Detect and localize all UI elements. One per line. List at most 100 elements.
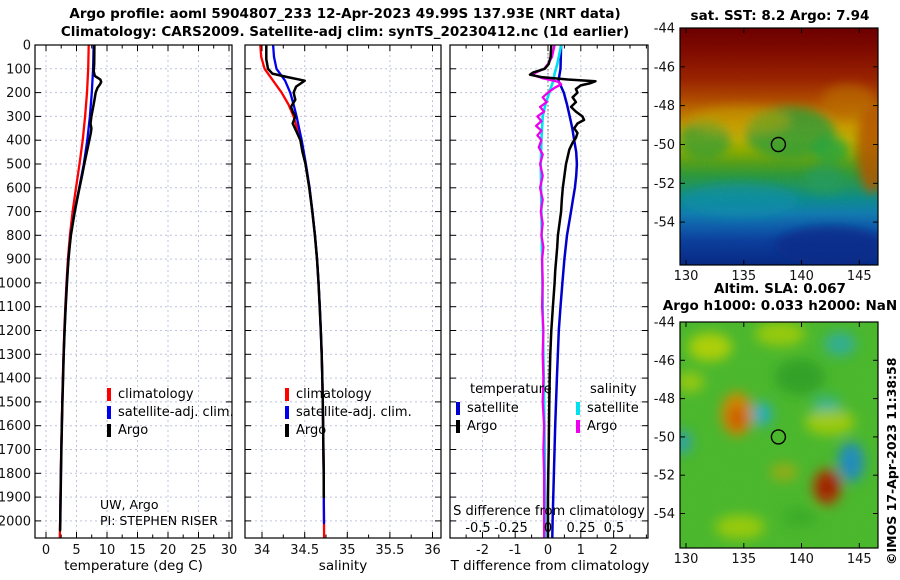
series-s-satellite: [539, 45, 563, 538]
legend-label: Argo: [587, 418, 618, 434]
lon-tick-label: 130: [674, 552, 699, 567]
x-tick-label: 35: [339, 543, 356, 558]
legend-item-t-satellite: satellite: [456, 399, 552, 417]
depth-tick-label: 1200: [0, 324, 31, 339]
series-climatology: [259, 45, 326, 538]
x-tick-label: 20: [160, 543, 177, 558]
x-tick-label: 15: [129, 543, 146, 558]
salinity-legend: climatology satellite-adj. clim. Argo: [285, 385, 412, 439]
lat-tick-label: -50: [654, 138, 675, 153]
depth-tick-label: 1400: [0, 372, 31, 387]
depth-tick-label: 1900: [0, 491, 31, 506]
legend-label: satellite-adj. clim.: [118, 404, 234, 420]
s-argo-line-swatch: [576, 419, 580, 433]
sdiff-tick: 0.5: [603, 521, 625, 536]
series-s-argo: [531, 45, 563, 538]
lat-tick-label: -46: [654, 354, 675, 369]
x-tick-label: 35.5: [375, 543, 404, 558]
depth-tick-label: 400: [6, 134, 31, 149]
legend-item-satadj: satellite-adj. clim.: [107, 403, 234, 421]
sdiff-axis-label: S difference from climatology: [453, 504, 645, 519]
argo-line-swatch: [107, 423, 111, 437]
depth-tick-label: 600: [6, 181, 31, 196]
x-tick-label: 0: [42, 543, 50, 558]
legend-item-t-argo: Argo: [456, 417, 552, 435]
sla-map-colorfield: [680, 322, 878, 548]
s-satellite-line-swatch: [576, 401, 580, 415]
depth-tick-label: 500: [6, 158, 31, 173]
t-satellite-line-swatch: [456, 401, 460, 415]
legend-label: climatology: [118, 386, 194, 402]
diff-curves: [528, 45, 597, 538]
legend-label: climatology: [296, 386, 372, 402]
legend-header-salinity: salinity: [590, 382, 637, 397]
tdiff-legend-salinity: salinity satellite Argo: [576, 382, 639, 435]
imos-copyright: ©IMOS 17-Apr-2023 11:38:58: [884, 357, 899, 565]
lat-tick-label: -48: [654, 99, 675, 114]
depth-tick-label: 1600: [0, 419, 31, 434]
lat-tick-label: -46: [654, 60, 675, 75]
sst-map-colorfield: [680, 28, 878, 265]
pi-note-line1: UW, Argo: [100, 497, 159, 512]
climatology-line-swatch: [285, 387, 289, 401]
pi-note: UW, Argo PI: STEPHEN RISER: [100, 497, 218, 529]
x-tick-label: -1: [509, 543, 522, 558]
depth-tick-label: 200: [6, 86, 31, 101]
legend-label: Argo: [296, 422, 327, 438]
depth-tick-label: 1500: [0, 395, 31, 410]
depth-tick-label: 2000: [0, 514, 31, 529]
depth-tick-label: 700: [6, 205, 31, 220]
x-tick-label: 34: [254, 543, 271, 558]
sdiff-tick: 0: [543, 521, 553, 536]
depth-tick-label: 1700: [0, 443, 31, 458]
legend-item-climatology: climatology: [107, 385, 234, 403]
legend-item-satadj: satellite-adj. clim.: [285, 403, 412, 421]
lat-tick-label: -52: [654, 177, 675, 192]
lon-tick-label: 135: [731, 552, 756, 567]
tdiff-legend-temperature: temperature satellite Argo: [456, 382, 552, 435]
temperature-legend: climatology satellite-adj. clim. Argo: [107, 385, 234, 439]
depth-tick-label: 1300: [0, 348, 31, 363]
depth-tick-label: 1000: [0, 276, 31, 291]
climatology-line-swatch: [107, 387, 111, 401]
sdiff-tick: -0.5: [465, 521, 491, 536]
sal-curves: [259, 45, 326, 538]
series-t-satellite: [551, 45, 579, 538]
x-tick-label: 5: [72, 543, 80, 558]
tdiff-xlabel: T difference from climatology: [450, 558, 650, 574]
lat-tick-label: -44: [654, 316, 675, 331]
sdiff-tick: -0.25: [494, 521, 528, 536]
series-argo: [58, 45, 103, 532]
pi-note-line2: PI: STEPHEN RISER: [100, 513, 218, 528]
legend-item-climatology: climatology: [285, 385, 412, 403]
lon-tick-label: 140: [789, 552, 814, 567]
depth-tick-label: 1100: [0, 300, 31, 315]
legend-label: Argo: [467, 418, 498, 434]
legend-item-argo: Argo: [107, 421, 234, 439]
lat-tick-label: -54: [654, 216, 675, 231]
x-tick-label: 30: [221, 543, 238, 558]
t-argo-line-swatch: [456, 419, 460, 433]
figure-title: Argo profile: aoml 5904807_233 12-Apr-20…: [69, 6, 621, 22]
satadj-line-swatch: [107, 405, 111, 419]
x-tick-label: -2: [476, 543, 489, 558]
legend-label: satellite-adj. clim.: [296, 404, 412, 420]
x-tick-label: 36: [424, 543, 441, 558]
x-tick-label: 2: [609, 543, 617, 558]
x-tick-label: 34.5: [290, 543, 319, 558]
series-satellite-adj-clim-: [58, 45, 95, 525]
depth-tick-label: 1800: [0, 467, 31, 482]
salinity-xlabel: salinity: [318, 558, 368, 574]
lat-tick-label: -50: [654, 430, 675, 445]
legend-label: Argo: [118, 422, 149, 438]
series-satellite-adj-clim-: [271, 45, 326, 525]
argo-line-swatch: [285, 423, 289, 437]
sdiff-tick: 0.25: [566, 521, 596, 536]
series-t-argo: [528, 45, 597, 538]
series-climatology: [58, 45, 90, 538]
depth-tick-label: 800: [6, 229, 31, 244]
depth-tick-label: 0: [23, 39, 31, 54]
depth-tick-label: 100: [6, 62, 31, 77]
lat-tick-label: -52: [654, 469, 675, 484]
